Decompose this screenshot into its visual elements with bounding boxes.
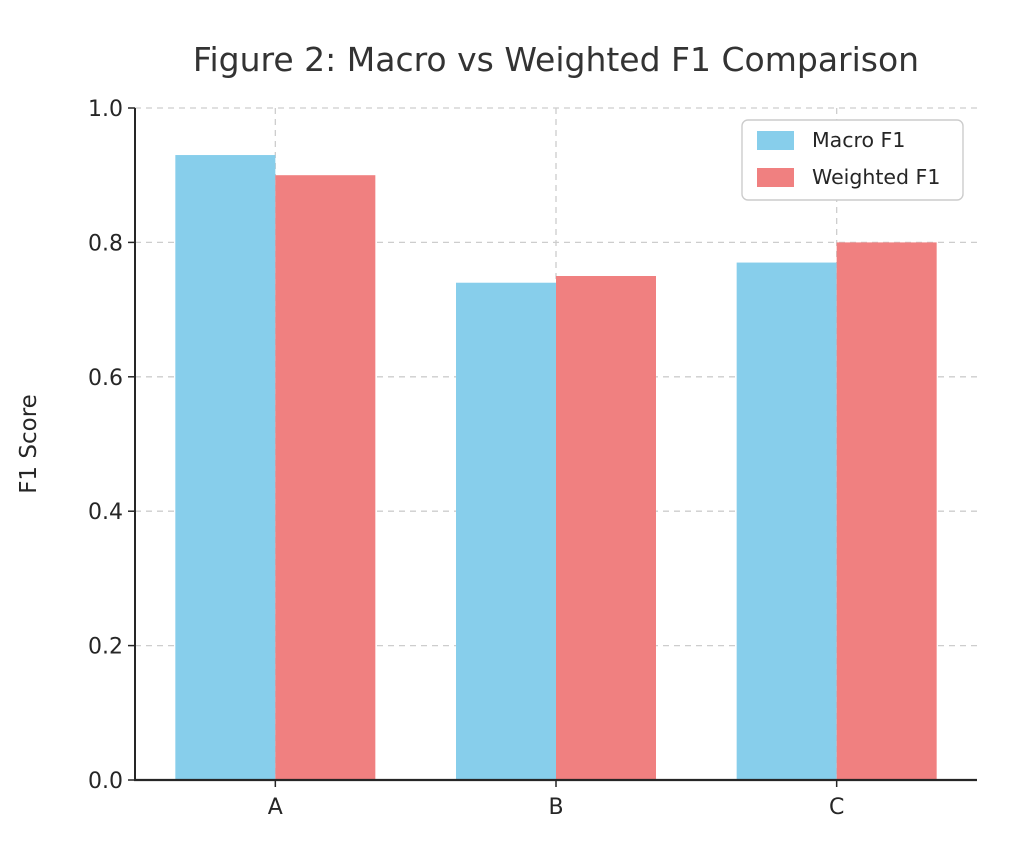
bar-C-weighted-f1 [836,242,937,780]
y-tick-label-0.6: 0.6 [88,366,123,391]
bar-B-macro-f1 [456,282,556,780]
chart-title: Figure 2: Macro vs Weighted F1 Compariso… [193,40,919,79]
legend-swatch-weighted-f1 [757,168,794,187]
bar-B-weighted-f1 [556,276,656,780]
legend: Macro F1 Weighted F1 [741,119,964,201]
y-tick-label-0.8: 0.8 [88,231,123,256]
x-tick-label-B: B [548,795,563,820]
x-tick-label-C: C [829,795,844,820]
bar-A-weighted-f1 [275,175,376,780]
y-axis-label: F1 Score [16,394,42,494]
y-tick-labels: 0.0 0.2 0.4 0.6 0.8 1.0 [88,97,123,794]
bars [175,155,937,781]
bar-C-macro-f1 [736,262,837,780]
legend-label-weighted-f1: Weighted F1 [812,165,940,189]
y-tick-label-0.2: 0.2 [88,635,123,660]
legend-label-macro-f1: Macro F1 [812,128,905,152]
legend-swatch-macro-f1 [757,131,794,150]
x-tick-labels: A B C [268,795,845,820]
legend-box [741,119,964,201]
bar-A-macro-f1 [175,155,276,781]
x-tick-label-A: A [268,795,283,820]
y-tick-label-0.4: 0.4 [88,500,123,525]
y-tick-label-0.0: 0.0 [88,769,123,794]
axes [128,107,977,787]
y-tick-label-1.0: 1.0 [88,97,123,122]
